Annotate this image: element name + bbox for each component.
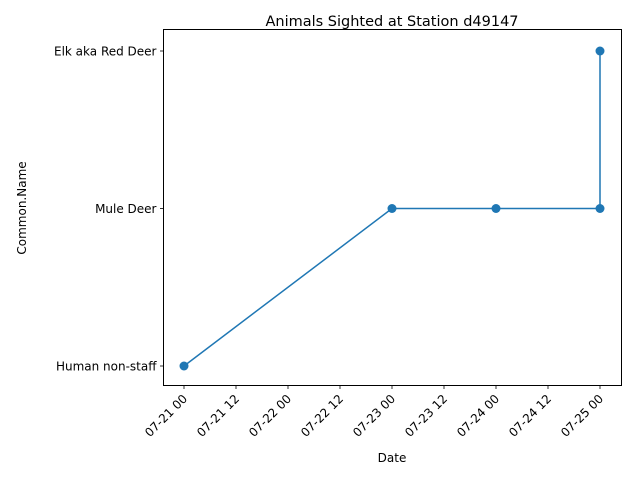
x-axis-label: Date	[378, 451, 407, 465]
y-tick-label: Elk aka Red Deer	[54, 44, 157, 58]
y-axis: Human non-staff Mule Deer Elk aka Red Deer	[54, 44, 164, 373]
y-tick-label: Mule Deer	[95, 202, 156, 216]
chart-title: Animals Sighted at Station d49147	[265, 14, 518, 30]
plot-area	[179, 46, 605, 371]
plot-frame	[163, 29, 622, 386]
data-point	[387, 204, 397, 213]
data-point	[595, 46, 605, 56]
data-point	[491, 204, 501, 213]
y-tick-label: Human non-staff	[56, 359, 157, 373]
y-axis-label: Common.Name	[15, 161, 29, 254]
data-point	[595, 204, 605, 213]
data-point	[179, 361, 189, 371]
